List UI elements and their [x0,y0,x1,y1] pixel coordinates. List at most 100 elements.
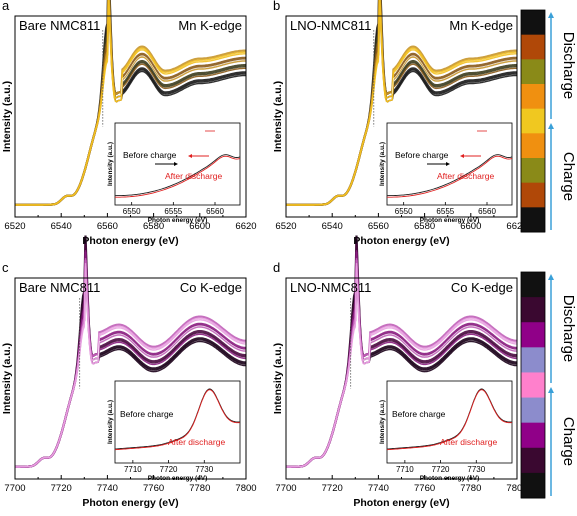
inset-spectrum-line [114,154,241,197]
x-tick-label: 7700 [4,483,25,494]
color-bar-segment [521,447,545,474]
x-tick-label: 6540 [322,221,343,232]
charge-arrow-head [548,387,554,393]
after-arrow-head [460,154,464,158]
x-tick-label: 7780 [460,483,481,494]
inset-tick-label: 6555 [164,207,182,216]
discharge-label: Discharge [560,32,577,100]
x-tick-label: 7760 [143,483,164,494]
color-bar-segment [521,372,545,399]
panel-c: c Bare NMC811 Co K-edge 7700 7720 7740 7760 778… [1,235,257,509]
spectrum-line [286,0,517,206]
spectrum-line [120,55,246,94]
x-tick-label: 7760 [414,483,435,494]
label-after-discharge: After discharge [440,437,497,447]
x-axis-title: Photon energy (eV) [82,235,178,247]
spectrum-line [15,0,246,206]
x-tick-label: 7740 [368,483,389,494]
discharge-arrow-head [548,274,554,280]
color-bar-segment [521,133,545,159]
co-soc-color-bar: Discharge Charge [520,271,577,499]
spectrum-line [286,266,517,468]
x-tick-label: 6580 [414,221,435,232]
charge-arrow-head [548,123,554,129]
discharge-arrow-head [548,12,554,18]
x-tick-label: 7780 [189,483,210,494]
inset-frame [114,380,241,464]
x-tick-label: 6600 [460,221,481,232]
inset-tick-label: 6550 [123,207,141,216]
x-axis-title: Photon energy (eV) [353,235,449,247]
spectrum-line [368,325,518,357]
spectrum-line [391,55,517,94]
panel-b: b LNO-NMC811 Mn K-edge 6520 6540 6560 6580 6600… [272,0,528,247]
inset-frame [386,380,513,464]
label-before-charge: Before charge [395,150,449,160]
inset-tick-label: 7730 [467,465,485,474]
inset-tick-label: 6555 [436,207,454,216]
x-tick-label: 7720 [322,483,343,494]
spectrum-line [97,325,247,357]
inset-tick-label: 6560 [206,207,224,216]
inset-y-axis-title: Intensity (a.u.) [379,142,386,186]
y-axis-title: Intensity (a.u.) [1,81,13,152]
label-after-discharge: After discharge [437,171,494,181]
inset-tick-label: 7730 [195,465,213,474]
inset-x-axis-title: Photon energy (eV) [420,475,480,482]
color-bar-segment [521,472,545,499]
inset-tick-label: 6550 [395,207,413,216]
panel-title-right: Mn K-edge [449,18,513,33]
inset-spectrum-line [114,389,240,451]
panel-letter: c [2,260,9,275]
color-bar-segment [521,207,545,233]
x-tick-label: 6620 [506,221,527,232]
color-bar-frame [520,271,546,499]
inset-tick-label: 7710 [396,465,414,474]
color-bar-segment [521,297,545,323]
inset-y-axis-title: Intensity (a.u.) [107,142,114,186]
label-after-discharge: After discharge [165,171,222,181]
inset-spectrum-line [386,389,512,451]
label-after-discharge: After discharge [168,437,225,447]
panel-title-left: Bare NMC811 [19,18,100,33]
color-bar-segment [521,84,545,110]
x-tick-label: 7800 [235,483,256,494]
after-arrow-head [188,154,192,158]
y-axis-title: Intensity (a.u.) [272,343,284,414]
inset-x-axis-title: Photon energy (eV) [420,217,480,224]
color-bar-segment [521,322,545,348]
panel-title-right: Mn K-edge [178,18,242,33]
before-arrow-head [446,162,450,166]
inset-spectrum-line [386,154,513,197]
color-bar-segment [521,10,545,36]
x-tick-label: 6520 [275,221,296,232]
x-tick-label: 7800 [506,483,527,494]
inset-spectrum-line [387,155,513,198]
x-tick-label: 6620 [235,221,256,232]
inset-y-axis-title: Intensity (a.u.) [107,400,114,444]
inset-x-axis-title: Photon energy (eV) [148,217,208,224]
inset-y-axis-title: Intensity (a.u.) [379,400,386,444]
discharge-label: Discharge [560,295,577,363]
color-bar-segment [521,108,545,134]
inset-tick-label: 7720 [432,465,450,474]
panel-title-left: Bare NMC811 [19,280,100,295]
mn-soc-color-bar: Discharge Charge [520,9,577,233]
x-tick-label: 6600 [189,221,210,232]
charge-label: Charge [560,152,577,201]
label-before-charge: Before charge [123,150,177,160]
x-tick-label: 7720 [51,483,72,494]
panel-title-left: LNO-NMC811 [290,280,371,295]
charge-label: Charge [560,417,577,466]
color-bar-segment [521,347,545,373]
x-tick-label: 7700 [275,483,296,494]
color-bar-segment [521,272,545,298]
panel-title-left: LNO-NMC811 [290,18,371,33]
x-tick-label: 6560 [97,221,118,232]
x-tick-label: 6540 [51,221,72,232]
panel-a: a Bare NMC811 Mn K-edge 6520 6540 6560 6580 660… [1,0,257,247]
x-axis-title: Photon energy (eV) [353,497,449,509]
color-bar-segment [521,158,545,184]
